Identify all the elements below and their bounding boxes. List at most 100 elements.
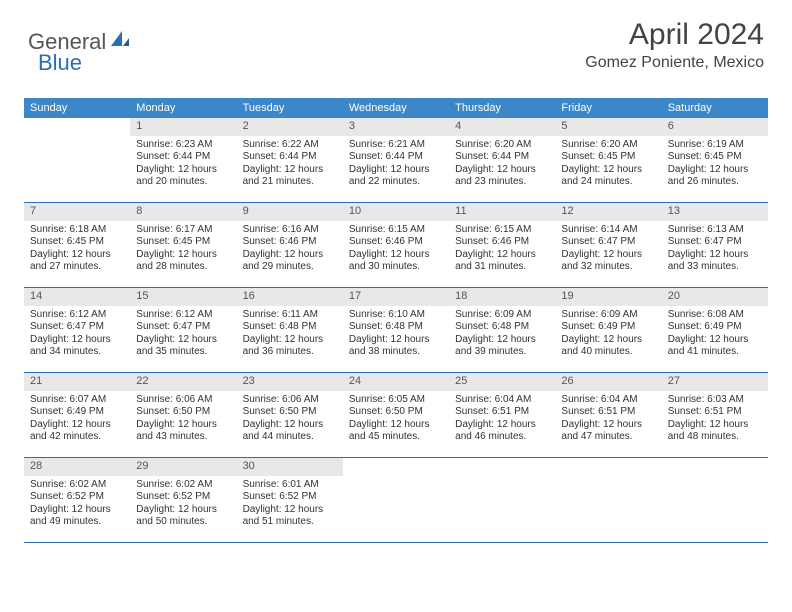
day-body: Sunrise: 6:19 AMSunset: 6:45 PMDaylight:…: [662, 136, 768, 193]
day-sr: Sunrise: 6:03 AM: [668, 394, 762, 407]
day-ss: Sunset: 6:44 PM: [243, 151, 337, 164]
day-body: Sunrise: 6:09 AMSunset: 6:49 PMDaylight:…: [555, 306, 661, 363]
day-d2: and 48 minutes.: [668, 431, 762, 444]
day-ss: Sunset: 6:45 PM: [668, 151, 762, 164]
day-number: 12: [555, 203, 661, 221]
day-d1: Daylight: 12 hours: [136, 249, 230, 262]
day-body: Sunrise: 6:13 AMSunset: 6:47 PMDaylight:…: [662, 221, 768, 278]
day-number: 4: [449, 118, 555, 136]
day-cell: 13Sunrise: 6:13 AMSunset: 6:47 PMDayligh…: [662, 203, 768, 287]
day-body: Sunrise: 6:15 AMSunset: 6:46 PMDaylight:…: [343, 221, 449, 278]
day-d1: Daylight: 12 hours: [561, 164, 655, 177]
day-body: Sunrise: 6:06 AMSunset: 6:50 PMDaylight:…: [237, 391, 343, 448]
day-sr: Sunrise: 6:02 AM: [30, 479, 124, 492]
day-number: 8: [130, 203, 236, 221]
day-cell: [662, 458, 768, 542]
day-d1: Daylight: 12 hours: [349, 419, 443, 432]
day-d1: Daylight: 12 hours: [136, 419, 230, 432]
day-cell: 28Sunrise: 6:02 AMSunset: 6:52 PMDayligh…: [24, 458, 130, 542]
day-cell: 22Sunrise: 6:06 AMSunset: 6:50 PMDayligh…: [130, 373, 236, 457]
day-d1: Daylight: 12 hours: [136, 504, 230, 517]
day-sr: Sunrise: 6:07 AM: [30, 394, 124, 407]
day-ss: Sunset: 6:49 PM: [30, 406, 124, 419]
day-sr: Sunrise: 6:16 AM: [243, 224, 337, 237]
day-cell: 29Sunrise: 6:02 AMSunset: 6:52 PMDayligh…: [130, 458, 236, 542]
day-cell: 17Sunrise: 6:10 AMSunset: 6:48 PMDayligh…: [343, 288, 449, 372]
day-sr: Sunrise: 6:12 AM: [136, 309, 230, 322]
day-sr: Sunrise: 6:09 AM: [455, 309, 549, 322]
day-number: 24: [343, 373, 449, 391]
day-body: Sunrise: 6:02 AMSunset: 6:52 PMDaylight:…: [24, 476, 130, 533]
day-sr: Sunrise: 6:11 AM: [243, 309, 337, 322]
day-cell: 15Sunrise: 6:12 AMSunset: 6:47 PMDayligh…: [130, 288, 236, 372]
day-d1: Daylight: 12 hours: [561, 334, 655, 347]
day-ss: Sunset: 6:48 PM: [349, 321, 443, 334]
day-number: 11: [449, 203, 555, 221]
day-body: Sunrise: 6:09 AMSunset: 6:48 PMDaylight:…: [449, 306, 555, 363]
day-d2: and 49 minutes.: [30, 516, 124, 529]
day-ss: Sunset: 6:47 PM: [668, 236, 762, 249]
day-number: 5: [555, 118, 661, 136]
day-number: 29: [130, 458, 236, 476]
day-number: 27: [662, 373, 768, 391]
day-number: 7: [24, 203, 130, 221]
day-sr: Sunrise: 6:15 AM: [455, 224, 549, 237]
day-d1: Daylight: 12 hours: [243, 334, 337, 347]
day-body: Sunrise: 6:21 AMSunset: 6:44 PMDaylight:…: [343, 136, 449, 193]
day-cell: 8Sunrise: 6:17 AMSunset: 6:45 PMDaylight…: [130, 203, 236, 287]
week-row: 14Sunrise: 6:12 AMSunset: 6:47 PMDayligh…: [24, 288, 768, 373]
day-ss: Sunset: 6:51 PM: [561, 406, 655, 419]
day-cell: 10Sunrise: 6:15 AMSunset: 6:46 PMDayligh…: [343, 203, 449, 287]
day-ss: Sunset: 6:46 PM: [243, 236, 337, 249]
day-d1: Daylight: 12 hours: [455, 419, 549, 432]
day-sr: Sunrise: 6:19 AM: [668, 139, 762, 152]
day-ss: Sunset: 6:48 PM: [455, 321, 549, 334]
week-row: 28Sunrise: 6:02 AMSunset: 6:52 PMDayligh…: [24, 458, 768, 543]
day-number: 25: [449, 373, 555, 391]
day-body: Sunrise: 6:08 AMSunset: 6:49 PMDaylight:…: [662, 306, 768, 363]
day-d2: and 47 minutes.: [561, 431, 655, 444]
day-number: 17: [343, 288, 449, 306]
day-sr: Sunrise: 6:10 AM: [349, 309, 443, 322]
day-d2: and 38 minutes.: [349, 346, 443, 359]
day-ss: Sunset: 6:45 PM: [136, 236, 230, 249]
day-sr: Sunrise: 6:05 AM: [349, 394, 443, 407]
week-row: 1Sunrise: 6:23 AMSunset: 6:44 PMDaylight…: [24, 118, 768, 203]
day-ss: Sunset: 6:51 PM: [668, 406, 762, 419]
day-number: 10: [343, 203, 449, 221]
day-d1: Daylight: 12 hours: [243, 249, 337, 262]
day-d2: and 44 minutes.: [243, 431, 337, 444]
day-body: Sunrise: 6:04 AMSunset: 6:51 PMDaylight:…: [555, 391, 661, 448]
day-body: Sunrise: 6:12 AMSunset: 6:47 PMDaylight:…: [130, 306, 236, 363]
day-cell: 23Sunrise: 6:06 AMSunset: 6:50 PMDayligh…: [237, 373, 343, 457]
day-sr: Sunrise: 6:15 AM: [349, 224, 443, 237]
day-d2: and 27 minutes.: [30, 261, 124, 274]
day-cell: 6Sunrise: 6:19 AMSunset: 6:45 PMDaylight…: [662, 118, 768, 202]
day-cell: 26Sunrise: 6:04 AMSunset: 6:51 PMDayligh…: [555, 373, 661, 457]
day-d1: Daylight: 12 hours: [668, 249, 762, 262]
day-body: Sunrise: 6:07 AMSunset: 6:49 PMDaylight:…: [24, 391, 130, 448]
day-d2: and 36 minutes.: [243, 346, 337, 359]
day-cell: 2Sunrise: 6:22 AMSunset: 6:44 PMDaylight…: [237, 118, 343, 202]
day-cell: 11Sunrise: 6:15 AMSunset: 6:46 PMDayligh…: [449, 203, 555, 287]
week-row: 7Sunrise: 6:18 AMSunset: 6:45 PMDaylight…: [24, 203, 768, 288]
day-ss: Sunset: 6:44 PM: [349, 151, 443, 164]
day-number: 2: [237, 118, 343, 136]
day-ss: Sunset: 6:47 PM: [561, 236, 655, 249]
day-cell: 5Sunrise: 6:20 AMSunset: 6:45 PMDaylight…: [555, 118, 661, 202]
day-ss: Sunset: 6:49 PM: [561, 321, 655, 334]
day-d2: and 23 minutes.: [455, 176, 549, 189]
day-d2: and 39 minutes.: [455, 346, 549, 359]
day-d2: and 45 minutes.: [349, 431, 443, 444]
day-body: Sunrise: 6:02 AMSunset: 6:52 PMDaylight:…: [130, 476, 236, 533]
day-ss: Sunset: 6:50 PM: [349, 406, 443, 419]
day-number: 23: [237, 373, 343, 391]
day-body: Sunrise: 6:20 AMSunset: 6:44 PMDaylight:…: [449, 136, 555, 193]
day-d2: and 33 minutes.: [668, 261, 762, 274]
day-d2: and 50 minutes.: [136, 516, 230, 529]
dow-row: Sunday Monday Tuesday Wednesday Thursday…: [24, 98, 768, 118]
day-number: 28: [24, 458, 130, 476]
day-sr: Sunrise: 6:04 AM: [455, 394, 549, 407]
day-d1: Daylight: 12 hours: [668, 164, 762, 177]
day-number: 20: [662, 288, 768, 306]
